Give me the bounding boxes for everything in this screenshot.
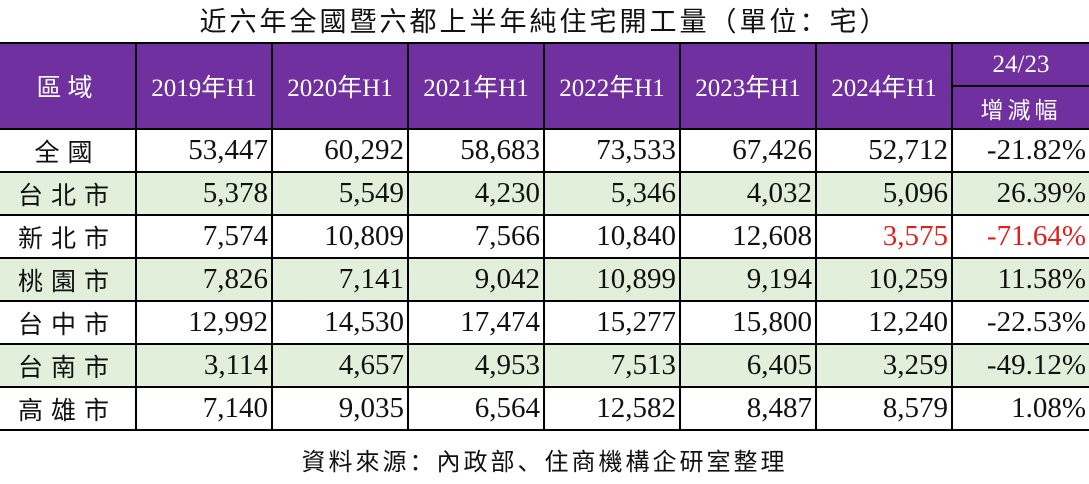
value-cell: 9,042 bbox=[407, 257, 545, 302]
source-note: 資料來源：內政部、住商機構企研室整理 bbox=[301, 448, 788, 476]
table-row: 台北市 5,378 5,549 4,230 5,346 4,032 5,096 … bbox=[0, 171, 1089, 216]
value-cell: 4,657 bbox=[271, 343, 409, 388]
value-cell: 15,800 bbox=[679, 300, 817, 345]
value-cell: 4,953 bbox=[407, 343, 545, 388]
value-cell: 12,992 bbox=[135, 300, 273, 345]
value-cell: 10,809 bbox=[271, 214, 409, 259]
region-cell: 台南市 bbox=[0, 343, 137, 388]
region-cell: 新北市 bbox=[0, 214, 137, 259]
table-title: 近六年全國暨六都上半年純住宅開工量（單位：宅） bbox=[199, 7, 890, 38]
value-cell: 10,899 bbox=[543, 257, 681, 302]
housing-starts-table: 區域 2019年H1 2020年H1 2021年H1 2022年H1 2023年… bbox=[0, 42, 1089, 431]
value-cell: 8,579 bbox=[815, 386, 953, 431]
header-year: 2024年H1 bbox=[815, 42, 953, 130]
table-row: 台中市 12,992 14,530 17,474 15,277 15,800 1… bbox=[0, 300, 1089, 345]
value-cell: 17,474 bbox=[407, 300, 545, 345]
table-row: 高雄市 7,140 9,035 6,564 12,582 8,487 8,579… bbox=[0, 386, 1089, 431]
value-cell: 10,259 bbox=[815, 257, 953, 302]
value-cell: 58,683 bbox=[407, 128, 545, 173]
value-cell: 5,096 bbox=[815, 171, 953, 216]
header-year: 2023年H1 bbox=[679, 42, 817, 130]
header-region: 區域 bbox=[0, 42, 137, 130]
value-cell: 7,141 bbox=[271, 257, 409, 302]
value-cell: 5,346 bbox=[543, 171, 681, 216]
value-cell: 6,405 bbox=[679, 343, 817, 388]
value-cell: 73,533 bbox=[543, 128, 681, 173]
value-cell: 12,240 bbox=[815, 300, 953, 345]
value-cell: 4,032 bbox=[679, 171, 817, 216]
change-cell: -21.82% bbox=[951, 128, 1089, 173]
value-cell: 53,447 bbox=[135, 128, 273, 173]
header-year: 2019年H1 bbox=[135, 42, 273, 130]
header-change-label: 增減幅 bbox=[952, 85, 1089, 130]
region-cell: 桃園市 bbox=[0, 257, 137, 302]
header-year: 2022年H1 bbox=[543, 42, 681, 130]
value-cell: 4,230 bbox=[407, 171, 545, 216]
value-cell: 15,277 bbox=[543, 300, 681, 345]
value-cell: 3,259 bbox=[815, 343, 953, 388]
table-row: 新北市 7,574 10,809 7,566 10,840 12,608 3,5… bbox=[0, 214, 1089, 259]
value-cell: 12,582 bbox=[543, 386, 681, 431]
value-cell: 7,140 bbox=[135, 386, 273, 431]
value-cell: 67,426 bbox=[679, 128, 817, 173]
region-cell: 全國 bbox=[0, 128, 137, 173]
table-row: 全國 53,447 60,292 58,683 73,533 67,426 52… bbox=[0, 128, 1089, 173]
region-cell: 高雄市 bbox=[0, 386, 137, 431]
value-cell: 12,608 bbox=[679, 214, 817, 259]
header-year: 2020年H1 bbox=[271, 42, 409, 130]
value-cell: 3,114 bbox=[135, 343, 273, 388]
value-cell: 6,564 bbox=[407, 386, 545, 431]
value-cell: 5,378 bbox=[135, 171, 273, 216]
value-cell: 14,530 bbox=[271, 300, 409, 345]
change-cell: -49.12% bbox=[951, 343, 1089, 388]
value-cell: 60,292 bbox=[271, 128, 409, 173]
value-cell: 9,035 bbox=[271, 386, 409, 431]
value-cell: 9,194 bbox=[679, 257, 817, 302]
change-cell: 1.08% bbox=[951, 386, 1089, 431]
change-cell-highlighted: -71.64% bbox=[951, 214, 1089, 259]
value-cell: 8,487 bbox=[679, 386, 817, 431]
table-row: 台南市 3,114 4,657 4,953 7,513 6,405 3,259 … bbox=[0, 343, 1089, 388]
value-cell: 7,826 bbox=[135, 257, 273, 302]
change-cell: -22.53% bbox=[951, 300, 1089, 345]
table-row: 桃園市 7,826 7,141 9,042 10,899 9,194 10,25… bbox=[0, 257, 1089, 302]
value-cell-highlighted: 3,575 bbox=[815, 214, 953, 259]
value-cell: 5,549 bbox=[271, 171, 409, 216]
header-change-period: 24/23 bbox=[951, 42, 1089, 87]
value-cell: 7,574 bbox=[135, 214, 273, 259]
value-cell: 7,566 bbox=[407, 214, 545, 259]
region-cell: 台北市 bbox=[0, 171, 137, 216]
value-cell: 52,712 bbox=[815, 128, 953, 173]
change-cell: 11.58% bbox=[951, 257, 1089, 302]
value-cell: 7,513 bbox=[543, 343, 681, 388]
value-cell: 10,840 bbox=[543, 214, 681, 259]
region-cell: 台中市 bbox=[0, 300, 137, 345]
header-year: 2021年H1 bbox=[407, 42, 545, 130]
change-cell: 26.39% bbox=[951, 171, 1089, 216]
